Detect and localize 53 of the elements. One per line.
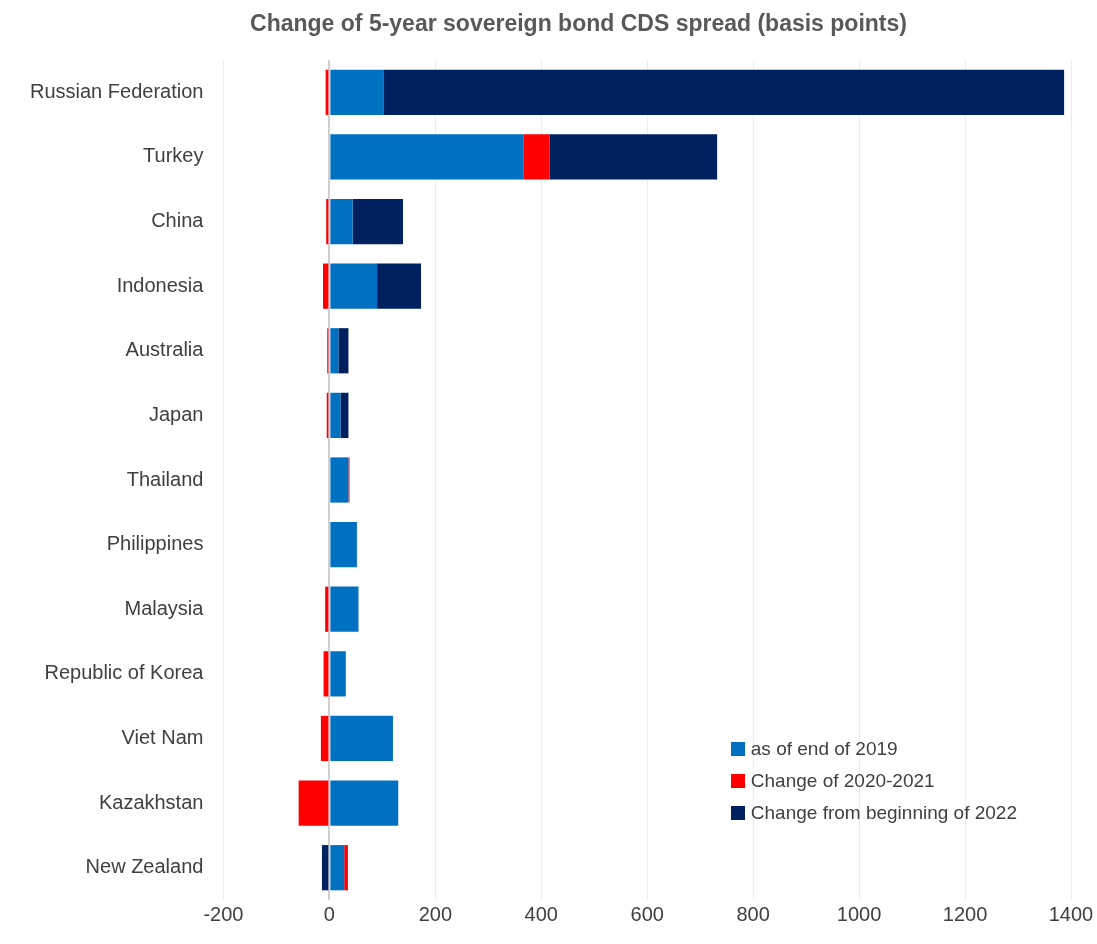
x-tick-label: 200 xyxy=(418,902,453,925)
x-tick-label: 800 xyxy=(736,902,770,925)
bar xyxy=(326,198,329,245)
bar xyxy=(330,715,393,762)
legend-label: Change from beginning of 2022 xyxy=(750,802,1017,824)
y-tick-label: Republic of Korea xyxy=(44,661,205,684)
bar xyxy=(330,586,359,632)
chart-title: Change of 5-year sovereign bond CDS spread (basis points) xyxy=(249,10,908,37)
bar xyxy=(330,392,341,438)
bar xyxy=(330,522,357,568)
bar xyxy=(549,134,718,180)
bar xyxy=(325,586,329,632)
bar xyxy=(344,845,348,891)
bar xyxy=(330,780,399,826)
x-tick-label: 1400 xyxy=(1048,902,1094,925)
bar xyxy=(352,198,404,245)
x-tick-label: 1000 xyxy=(836,902,882,925)
bar xyxy=(321,845,329,891)
x-tick-label: 1200 xyxy=(942,902,988,925)
bar xyxy=(383,69,1065,115)
y-tick-label: Japan xyxy=(148,402,204,425)
y-tick-label: New Zealand xyxy=(85,855,204,878)
y-tick-label: China xyxy=(151,209,205,232)
bar xyxy=(523,134,550,180)
bar xyxy=(298,780,329,826)
bar xyxy=(330,651,346,697)
y-tick-label: Indonesia xyxy=(116,273,205,296)
legend-label: as of end of 2019 xyxy=(750,738,898,760)
bar xyxy=(330,457,349,503)
y-tick-label: Kazakhstan xyxy=(98,790,204,813)
y-tick-label: Turkey xyxy=(143,144,204,167)
bar xyxy=(377,263,422,309)
bar xyxy=(330,845,345,891)
x-tick-label: 0 xyxy=(323,902,335,925)
y-tick-label: Australia xyxy=(125,338,205,361)
bar xyxy=(330,134,524,180)
bar xyxy=(330,328,339,374)
bar xyxy=(340,392,349,438)
x-tick-label: -200 xyxy=(203,902,244,925)
bar xyxy=(330,263,378,309)
bar xyxy=(330,198,353,245)
x-tick-label: 600 xyxy=(630,902,664,925)
bar xyxy=(323,263,329,309)
bar xyxy=(330,69,384,115)
y-tick-label: Philippines xyxy=(106,532,204,555)
legend-label: Change of 2020-2021 xyxy=(750,770,935,792)
y-tick-label: Malaysia xyxy=(124,596,205,619)
y-tick-label: Thailand xyxy=(126,467,204,490)
bar xyxy=(338,328,349,374)
y-tick-label: Viet Nam xyxy=(121,725,204,748)
x-tick-label: 400 xyxy=(524,902,558,925)
bar xyxy=(320,715,329,762)
y-tick-label: Russian Federation xyxy=(29,79,204,102)
